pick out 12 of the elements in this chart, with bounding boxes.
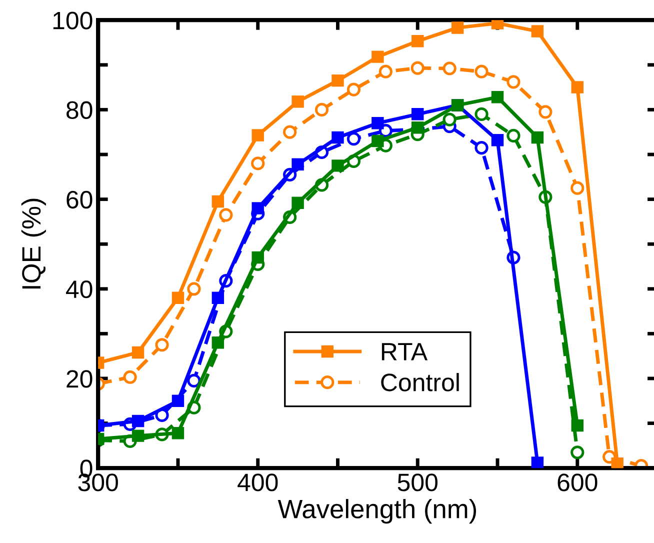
y-tick-label: 100 bbox=[53, 12, 92, 30]
y-tick-label: 20 bbox=[66, 370, 92, 388]
x-tick-label: 600 bbox=[558, 474, 598, 492]
x-axis-title: Wavelength (nm) bbox=[278, 499, 476, 524]
y-axis-title: IQE (%) bbox=[21, 198, 46, 289]
x-tick-label: 400 bbox=[238, 474, 278, 492]
y-tick-label: 60 bbox=[66, 190, 92, 209]
y-tick-label: 40 bbox=[66, 280, 92, 298]
x-tick-label: 500 bbox=[398, 474, 438, 492]
legend-label: RTA bbox=[382, 343, 428, 360]
legend-label: Control bbox=[381, 372, 459, 392]
y-tick-label: 80 bbox=[66, 101, 92, 119]
